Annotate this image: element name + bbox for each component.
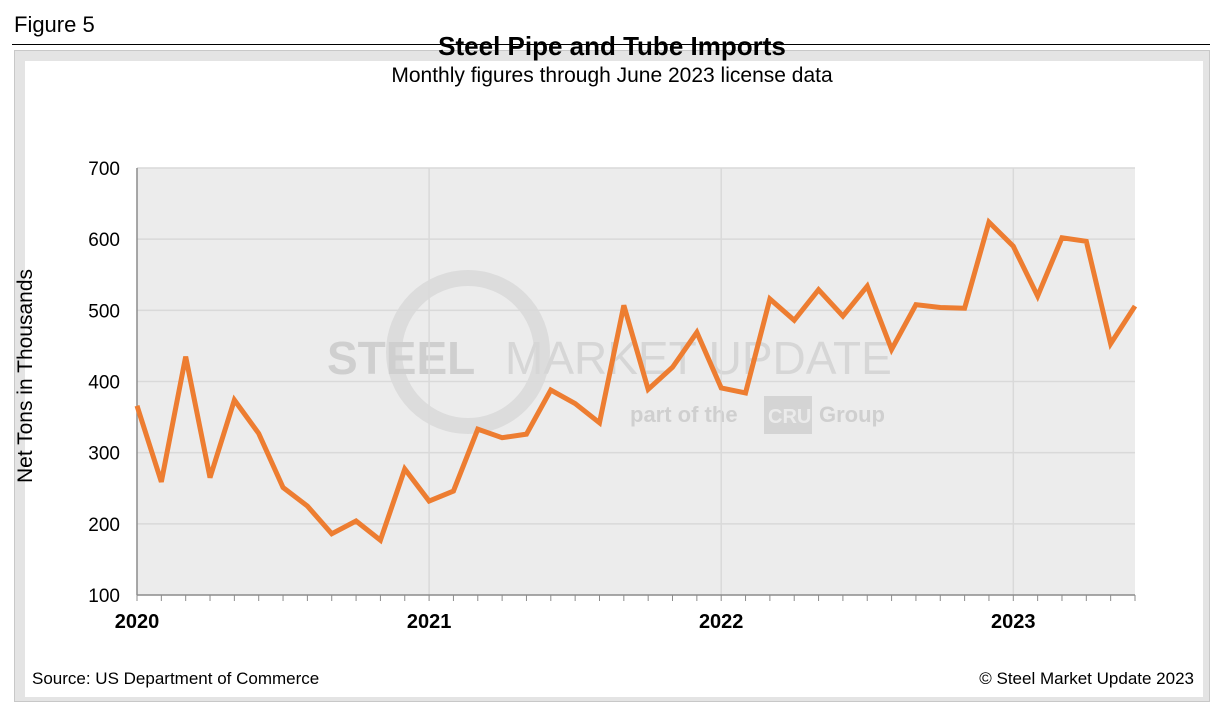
watermark: STEEL MARKET UPDATE part of the CRU Grou…: [327, 270, 892, 434]
x-tick-label: 2020: [115, 611, 160, 633]
watermark-logo-arc: [386, 270, 550, 434]
watermark-group: Group: [819, 402, 885, 427]
y-tick-label: 400: [88, 373, 120, 394]
watermark-cru-box: [764, 396, 812, 434]
y-tick-label: 200: [88, 515, 120, 536]
x-tick-labels: 2020 2021 2022 2023: [115, 611, 1036, 633]
gridlines: [137, 167, 1135, 595]
y-tick-label: 100: [88, 586, 120, 607]
y-tick-labels: 100 200 300 400 500 600 700: [88, 159, 120, 607]
axes: [136, 168, 1136, 601]
source-note: Source: US Department of Commerce: [32, 669, 320, 688]
x-tick-label: 2023: [991, 611, 1036, 633]
y-tick-label: 500: [88, 301, 120, 322]
watermark-steel: STEEL: [327, 332, 475, 384]
figure-label: Figure 5: [14, 12, 95, 37]
series-line: [134, 217, 1138, 545]
y-tick-label: 700: [88, 159, 120, 180]
watermark-part-of: part of the: [630, 402, 738, 427]
chart-title: Steel Pipe and Tube Imports: [438, 31, 786, 61]
x-tick-label: 2022: [699, 611, 744, 633]
x-tick-label: 2021: [407, 611, 452, 633]
y-axis-label: Net Tons in Thousands: [14, 268, 37, 484]
watermark-cru: CRU: [768, 406, 811, 428]
y-tick-label: 300: [88, 444, 120, 465]
y-tick-label: 600: [88, 230, 120, 251]
figure-divider: [12, 44, 1210, 45]
copyright-note: © Steel Market Update 2023: [979, 669, 1194, 688]
chart-subtitle: Monthly figures through June 2023 licens…: [391, 64, 833, 87]
series-group: [134, 217, 1138, 545]
